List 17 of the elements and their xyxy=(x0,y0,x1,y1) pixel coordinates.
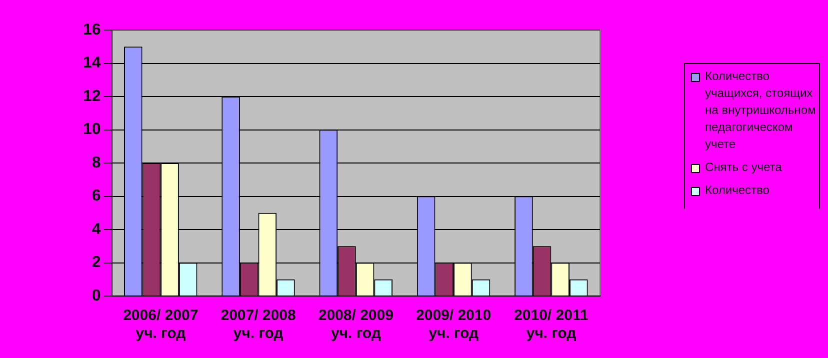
x-tick-label: 2008/ 2009 уч. год xyxy=(318,307,394,342)
x-tick-label: 2009/ 2010 уч. год xyxy=(416,307,492,342)
y-tick-label: 14 xyxy=(83,54,101,72)
x-tick-label: 2007/ 2008 уч. год xyxy=(220,307,296,342)
legend-label: Снять с учета xyxy=(705,159,782,176)
y-tick-label: 4 xyxy=(92,220,101,238)
legend-label: Количество учащихся, стоящих на внутришкольном педагогическом учете xyxy=(705,68,817,153)
y-tick-label: 8 xyxy=(92,154,101,172)
x-tick-label: 2006/ 2007 уч. год xyxy=(123,307,198,342)
legend-label: Количество xyxy=(705,182,770,199)
y-tick-label: 16 xyxy=(83,21,101,38)
y-tick-label: 6 xyxy=(92,188,101,205)
y-tick-label: 2 xyxy=(92,254,101,272)
y-tick-label: 0 xyxy=(92,287,101,304)
x-tick-label: 2010/ 2011 уч. год xyxy=(514,307,588,342)
y-tick-label: 10 xyxy=(83,121,101,138)
y-tick-label: 12 xyxy=(83,88,101,105)
